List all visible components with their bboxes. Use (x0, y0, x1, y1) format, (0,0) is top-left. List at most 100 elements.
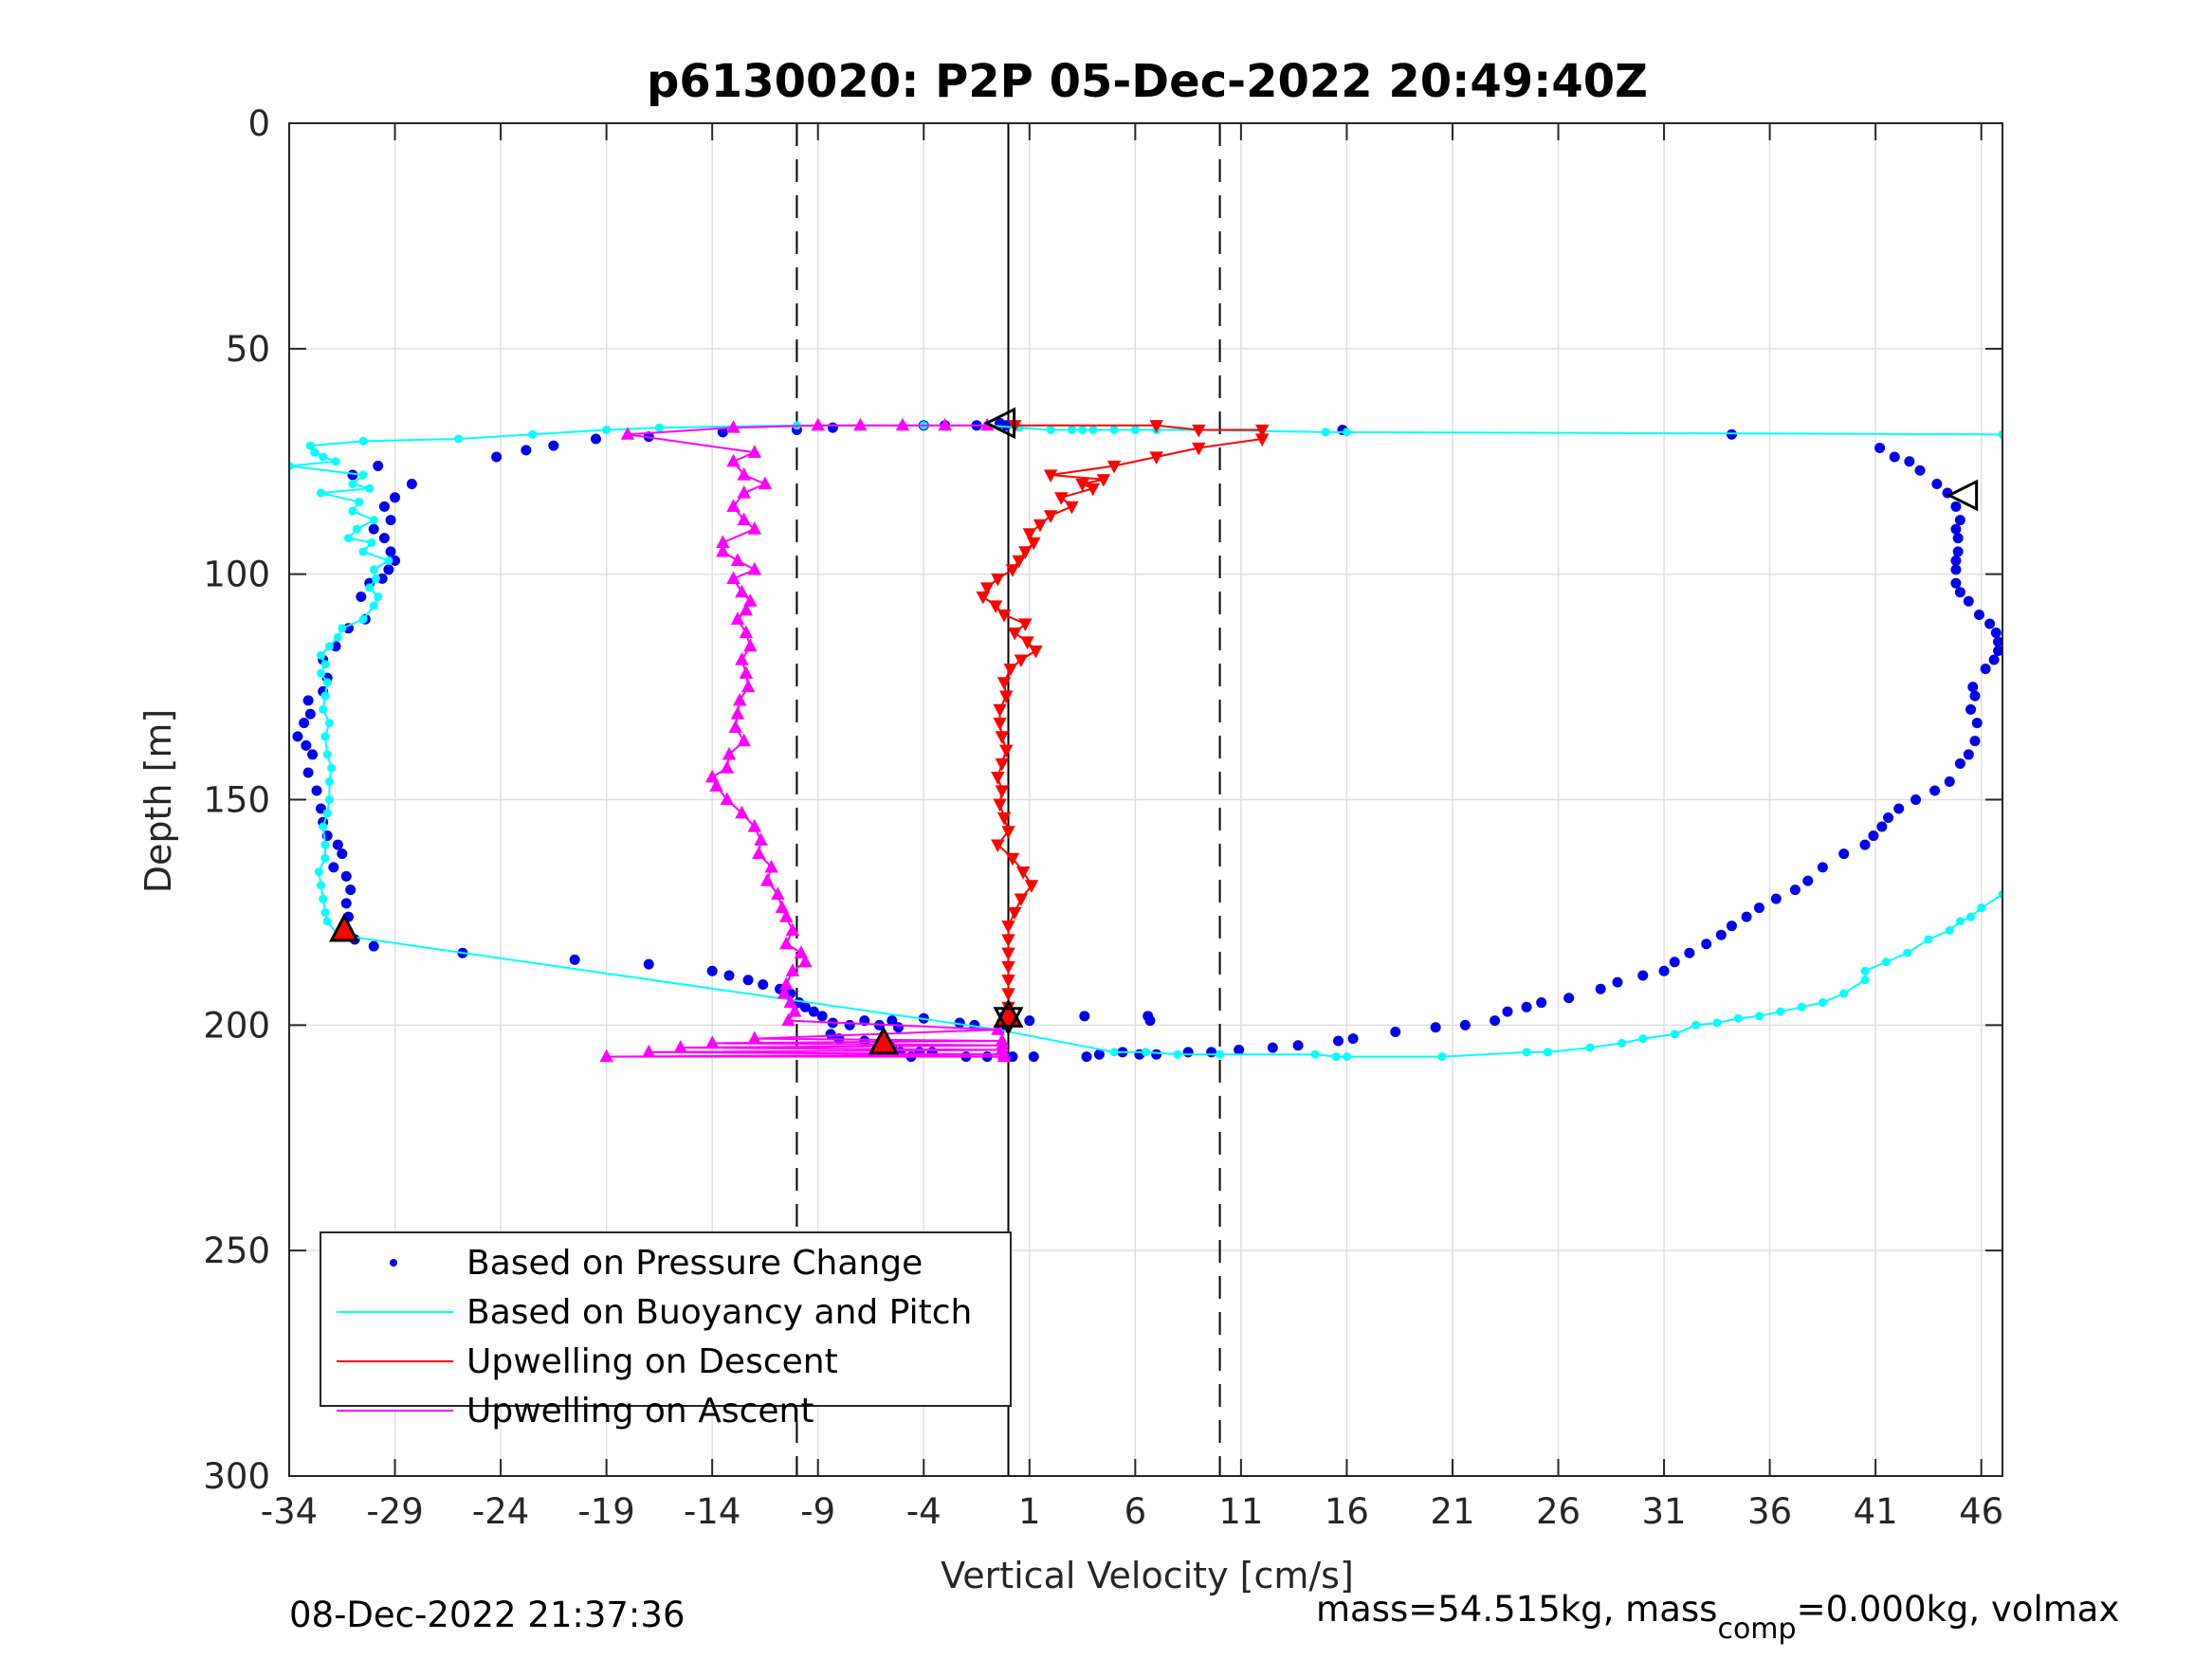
data-point (358, 436, 368, 446)
data-point (726, 420, 740, 433)
data-point (887, 1015, 898, 1027)
data-point (292, 731, 303, 742)
data-point (1005, 852, 1020, 866)
data-point (348, 506, 357, 516)
x-tick-label: -19 (577, 1491, 634, 1532)
data-point (343, 534, 353, 543)
data-point (1067, 425, 1076, 434)
data-point (453, 434, 463, 444)
data-point (747, 561, 761, 575)
x-axis-label: Vertical Velocity [cm/s] (941, 1555, 1354, 1596)
footer-mass: mass=54.515kg, masscomp=0.000kg, volmax (1316, 1589, 2119, 1646)
data-point (728, 720, 742, 733)
data-point (1998, 429, 2002, 439)
data-point (747, 819, 761, 832)
data-point (355, 498, 364, 507)
data-point (320, 691, 330, 701)
data-point (307, 749, 319, 760)
data-point (999, 690, 1014, 704)
x-tick-label: -9 (800, 1491, 835, 1532)
data-point (642, 1044, 656, 1058)
data-point (1081, 1051, 1092, 1063)
data-point (1096, 474, 1111, 487)
data-point (1192, 424, 1206, 438)
data-point (1963, 595, 1974, 607)
data-point (1954, 587, 1965, 598)
x-tick-label: -29 (366, 1491, 423, 1532)
data-point (1733, 1013, 1743, 1023)
x-tick-label: 46 (1959, 1491, 2003, 1532)
data-point (1234, 1044, 1245, 1055)
data-point (1130, 425, 1140, 434)
data-point (785, 922, 800, 937)
data-point (895, 417, 910, 431)
data-point (723, 970, 735, 981)
data-point (853, 417, 868, 431)
data-point (1088, 425, 1098, 434)
data-point (385, 546, 396, 557)
data-point (1086, 483, 1100, 497)
x-tick-label: 6 (1124, 1491, 1147, 1532)
data-point (302, 767, 314, 778)
data-point (1109, 425, 1119, 434)
data-point (369, 601, 378, 611)
data-point (1075, 478, 1089, 492)
data-point (759, 873, 775, 886)
data-point (1818, 998, 1827, 1008)
data-point (322, 917, 332, 926)
data-point (1459, 1019, 1471, 1030)
data-point (338, 624, 347, 633)
data-point (1028, 1051, 1039, 1063)
data-point (620, 427, 635, 440)
data-point (1670, 1030, 1679, 1039)
data-point (799, 1001, 811, 1012)
data-point (1001, 921, 1015, 934)
data-point (1018, 546, 1033, 559)
data-point (717, 427, 728, 438)
data-point (1839, 989, 1849, 998)
data-point (844, 1019, 855, 1030)
data-point (1945, 925, 1954, 935)
data-point (1967, 682, 1979, 693)
data-point (320, 840, 330, 849)
data-point (1144, 1015, 1156, 1027)
data-point (1990, 628, 2002, 639)
data-point (324, 642, 334, 651)
data-point (569, 954, 580, 965)
data-point (716, 543, 730, 557)
data-point (376, 573, 388, 584)
data-point (319, 704, 328, 714)
legend-label: Based on Pressure Change (466, 1244, 923, 1283)
data-point (548, 440, 559, 451)
data-point (1950, 523, 1962, 535)
data-point (1753, 902, 1764, 914)
data-point (991, 839, 1005, 853)
data-point (1005, 564, 1020, 577)
data-point (771, 886, 785, 900)
data-point (743, 638, 758, 652)
data-point (747, 1030, 761, 1045)
annotation-marker (993, 1007, 1024, 1036)
x-tick-label: 31 (1642, 1491, 1687, 1532)
data-point (1321, 428, 1330, 437)
y-tick-label: 200 (203, 1005, 270, 1046)
data-point (316, 881, 325, 890)
legend-box (320, 1231, 1012, 1407)
data-point (732, 692, 747, 706)
data-point (369, 565, 378, 574)
data-point (991, 772, 1005, 785)
annotation-marker (1946, 479, 1979, 512)
data-point (324, 719, 334, 728)
series-1 (289, 421, 2002, 1062)
data-point (1715, 929, 1727, 940)
data-point (1860, 975, 1870, 985)
data-point (1437, 1052, 1447, 1062)
data-point (304, 708, 316, 720)
data-point (993, 703, 1007, 718)
data-point (356, 591, 367, 602)
data-point (1952, 546, 1964, 557)
x-tick-label: 21 (1430, 1491, 1474, 1532)
data-point (1003, 663, 1017, 677)
legend-label: Upwelling on Ascent (466, 1392, 814, 1431)
data-point (320, 907, 330, 917)
